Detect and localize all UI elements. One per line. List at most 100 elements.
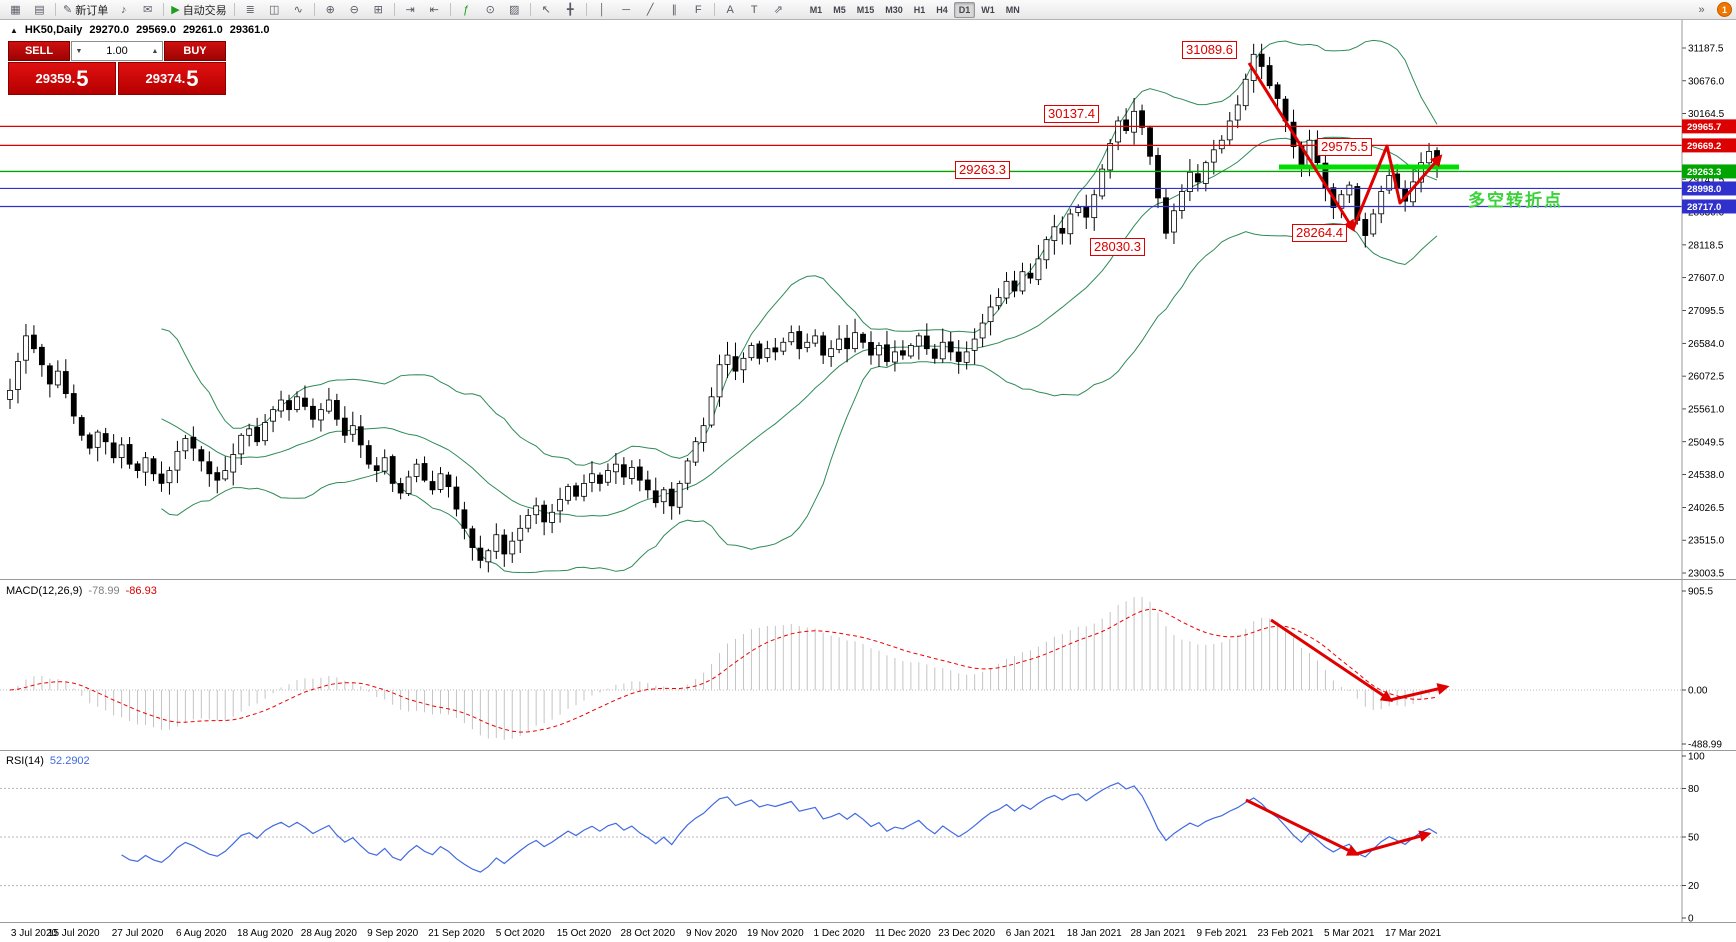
price-callout[interactable]: 31089.6 xyxy=(1182,41,1237,59)
macd-panel[interactable]: 905.5 0.00 -488.99 xyxy=(0,587,1722,751)
trend-arrows[interactable] xyxy=(1245,62,1450,856)
horizontal-lines[interactable] xyxy=(0,125,1682,208)
timeframe-m1[interactable]: M1 xyxy=(809,4,823,15)
macd-value: -78.99 xyxy=(88,585,120,597)
volume-increase-button[interactable]: ▲ xyxy=(151,47,159,55)
price-callout[interactable]: 28030.3 xyxy=(1090,238,1145,256)
toolbar-separator xyxy=(713,3,715,16)
periods-icon: ⊙ xyxy=(485,4,495,16)
toolbar-overflow-button[interactable]: » xyxy=(1698,3,1705,16)
svg-text:9 Feb 2021: 9 Feb 2021 xyxy=(1196,928,1247,939)
price-decline-arrow[interactable] xyxy=(1247,62,1355,233)
fibonacci-icon: F xyxy=(694,3,702,16)
svg-text:27095.5: 27095.5 xyxy=(1688,306,1725,317)
crosshair-button[interactable]: ╋ xyxy=(559,1,582,19)
svg-text:18 Jan 2021: 18 Jan 2021 xyxy=(1067,928,1122,939)
templates-button[interactable]: ▨ xyxy=(503,1,526,19)
svg-text:26584.0: 26584.0 xyxy=(1688,339,1725,350)
svg-text:18 Aug 2020: 18 Aug 2020 xyxy=(237,928,294,939)
text-button[interactable]: A xyxy=(719,1,742,19)
new-order-button[interactable]: ✎ 新订单 xyxy=(60,1,111,19)
rsi-panel[interactable]: 100 80 50 20 0 xyxy=(0,752,1705,925)
buy-button[interactable]: BUY xyxy=(164,41,226,61)
volume-stepper: ▼ 1.00 ▲ xyxy=(71,41,163,61)
svg-text:29965.7: 29965.7 xyxy=(1687,122,1721,133)
timeframe-d1[interactable]: D1 xyxy=(953,1,976,18)
macd-turn-arrow[interactable] xyxy=(1389,683,1450,702)
notification-badge[interactable]: 1 xyxy=(1717,2,1732,17)
svg-text:-488.99: -488.99 xyxy=(1688,740,1722,751)
text-label-button[interactable]: T xyxy=(743,1,766,19)
sell-price-button[interactable]: 29359. 5 xyxy=(8,62,116,95)
channel-button[interactable]: ∥ xyxy=(663,1,686,19)
axis-price-tags: 29965.7 29669.2 29263.3 28998.0 28717.0 xyxy=(1682,119,1736,214)
new-chart-icon: ▦ xyxy=(10,4,21,16)
chart-bars-button[interactable]: ≣ xyxy=(239,1,262,19)
svg-text:80: 80 xyxy=(1688,784,1700,795)
chart-shift-button[interactable]: ⇤ xyxy=(423,1,446,19)
zoom-out-button[interactable]: ⊖ xyxy=(343,1,366,19)
buy-price-button[interactable]: 29374. 5 xyxy=(118,62,226,95)
sell-price-big: 5 xyxy=(76,65,89,91)
rsi-decline-arrow[interactable] xyxy=(1245,798,1360,856)
price-reversal-zigzag[interactable] xyxy=(1351,144,1443,230)
alerts-button[interactable]: ♪ xyxy=(112,1,135,19)
vertical-line-button[interactable]: │ xyxy=(591,1,614,19)
profiles-button[interactable]: ▤ xyxy=(28,1,51,19)
bollinger-middle xyxy=(161,136,1438,517)
svg-text:1 Dec 2020: 1 Dec 2020 xyxy=(814,928,866,939)
macd-decline-arrow[interactable] xyxy=(1270,618,1393,703)
zoom-in-icon: ⊕ xyxy=(325,4,335,16)
fibonacci-button[interactable]: F xyxy=(687,1,710,19)
arrow-tool-button[interactable]: ⇗ xyxy=(767,1,790,19)
bollinger-upper xyxy=(161,39,1438,466)
timeframe-w1[interactable]: W1 xyxy=(981,4,995,15)
price-callout[interactable]: 30137.4 xyxy=(1044,105,1099,123)
annotation-text[interactable]: 多空转折点 xyxy=(1468,191,1563,210)
horizontal-line-icon: ─ xyxy=(622,3,631,16)
auto-trading-button[interactable]: ▶ 自动交易 xyxy=(168,1,229,19)
toolbar-separator xyxy=(163,3,165,16)
horizontal-line-button[interactable]: ─ xyxy=(615,1,638,19)
svg-text:28 Jan 2021: 28 Jan 2021 xyxy=(1130,928,1185,939)
arrow-tool-icon: ⇗ xyxy=(773,4,783,16)
timeframe-h4[interactable]: H4 xyxy=(936,4,948,15)
timeframe-h1[interactable]: H1 xyxy=(913,4,926,15)
rsi-label: RSI(14) 52.2902 xyxy=(6,755,90,767)
svg-text:28118.5: 28118.5 xyxy=(1688,240,1724,251)
timeframe-mn[interactable]: MN xyxy=(1005,4,1020,15)
chart-header: ▲ HK50,Daily 29270.0 29569.0 29261.0 293… xyxy=(10,24,269,36)
timeframe-m5[interactable]: M5 xyxy=(833,4,846,15)
trendline-button[interactable]: ╱ xyxy=(639,1,662,19)
new-order-icon: ✎ xyxy=(63,4,73,16)
svg-text:23 Feb 2021: 23 Feb 2021 xyxy=(1257,928,1314,939)
timeframe-m30[interactable]: M30 xyxy=(885,4,903,15)
indicators-button[interactable]: ƒ xyxy=(455,1,478,19)
new-chart-button[interactable]: ▦ xyxy=(4,1,27,19)
auto-scroll-button[interactable]: ⇥ xyxy=(399,1,422,19)
svg-text:26072.5: 26072.5 xyxy=(1688,372,1725,383)
chart-line-button[interactable]: ∿ xyxy=(287,1,310,19)
price-callout[interactable]: 29263.3 xyxy=(955,161,1010,179)
timeframe-m15[interactable]: M15 xyxy=(856,4,875,15)
rsi-value: 52.2902 xyxy=(49,755,90,767)
sell-button[interactable]: SELL xyxy=(8,41,70,61)
periods-button[interactable]: ⊙ xyxy=(479,1,502,19)
chart-candles-button[interactable]: ◫ xyxy=(263,1,286,19)
collapse-arrow-icon[interactable]: ▲ xyxy=(10,25,18,35)
volume-input[interactable]: 1.00 xyxy=(106,45,128,57)
svg-text:23003.5: 23003.5 xyxy=(1688,569,1725,580)
price-callout[interactable]: 28264.4 xyxy=(1292,224,1347,242)
volume-decrease-button[interactable]: ▼ xyxy=(75,47,83,55)
zoom-in-button[interactable]: ⊕ xyxy=(319,1,342,19)
price-callout[interactable]: 29575.5 xyxy=(1317,138,1372,156)
rsi-turn-arrow[interactable] xyxy=(1355,830,1432,856)
cursor-button[interactable]: ↖ xyxy=(535,1,558,19)
tile-windows-button[interactable]: ⊞ xyxy=(367,1,390,19)
news-button[interactable]: ✉ xyxy=(136,1,159,19)
svg-text:28 Aug 2020: 28 Aug 2020 xyxy=(301,928,358,939)
svg-text:24026.5: 24026.5 xyxy=(1688,503,1725,514)
